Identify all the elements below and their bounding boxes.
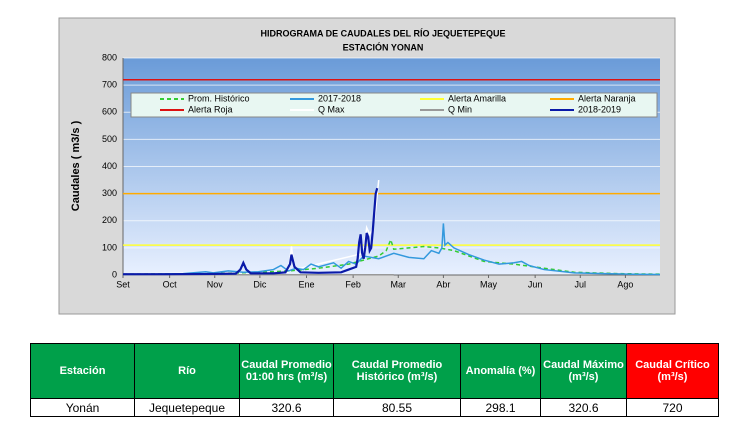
data-row: Yonán Jequetepeque 320.6 80.55 298.1 320.6 720 (30, 398, 719, 417)
y-tick-label: 800 (102, 52, 117, 62)
x-tick-label: Jun (528, 279, 543, 289)
chart-title: HIDROGRAMA DE CAUDALES DEL RÍO JEQUETEPE… (260, 28, 505, 38)
x-tick-label: Mar (391, 279, 407, 289)
header-cell: Río (134, 343, 240, 399)
header-cell: Caudal Máximo (m³/s) (540, 343, 627, 399)
y-tick-label: 300 (102, 188, 117, 198)
y-tick-label: 0 (112, 269, 117, 279)
x-tick-label: Set (116, 279, 130, 289)
summary-table: Estación Río Caudal Promedio 01:00 hrs (m³… (30, 343, 719, 417)
y-tick-label: 400 (102, 161, 117, 171)
data-cell: 298.1 (460, 398, 541, 417)
header-cell: Caudal Crítico (m³/s) (626, 343, 719, 399)
y-axis-label: Caudales ( m3/s ) (70, 120, 82, 211)
legend-label: Alerta Naranja (578, 93, 636, 103)
y-tick-label: 200 (102, 215, 117, 225)
data-cell: Yonán (30, 398, 135, 417)
x-tick-label: Nov (207, 279, 224, 289)
chart: HIDROGRAMA DE CAUDALES DEL RÍO JEQUETEPE… (58, 17, 676, 315)
series-line (122, 237, 661, 275)
y-tick-label: 600 (102, 107, 117, 117)
legend-box (130, 92, 658, 118)
x-tick-label: Oct (163, 279, 178, 289)
x-tick-label: Feb (345, 279, 361, 289)
y-tick-label: 700 (102, 80, 117, 90)
data-cell: 720 (626, 398, 719, 417)
series-line (122, 223, 661, 276)
y-tick-label: 100 (102, 242, 117, 252)
series-line (123, 187, 379, 276)
legend-label: Alerta Roja (188, 104, 233, 114)
y-tick-label: 500 (102, 134, 117, 144)
data-cell: Jequetepeque (134, 398, 240, 417)
data-cell: 320.6 (239, 398, 334, 417)
legend-label: Alerta Amarilla (448, 93, 506, 103)
x-tick-label: Abr (436, 279, 450, 289)
legend-label: 2017-2018 (318, 93, 361, 103)
legend-label: Prom. Histórico (188, 93, 250, 103)
header-cell: Caudal Promedio 01:00 hrs (m³/s) (239, 343, 334, 399)
header-row: Estación Río Caudal Promedio 01:00 hrs (m³… (30, 343, 719, 399)
x-tick-label: Jul (575, 279, 587, 289)
legend-label: Q Min (448, 104, 472, 114)
data-cell: 320.6 (540, 398, 627, 417)
header-cell: Anomalía (%) (460, 343, 541, 399)
header-cell: Estación (30, 343, 135, 399)
x-tick-label: Ene (299, 279, 315, 289)
header-cell: Caudal Promedio Histórico (m³/s) (333, 343, 461, 399)
x-tick-label: Dic (253, 279, 266, 289)
data-cell: 80.55 (333, 398, 461, 417)
legend-label: 2018-2019 (578, 104, 621, 114)
legend-label: Q Max (318, 104, 345, 114)
x-tick-label: May (480, 279, 498, 289)
x-tick-label: Ago (617, 279, 633, 289)
chart-subtitle: ESTACIÓN YONAN (343, 41, 424, 52)
